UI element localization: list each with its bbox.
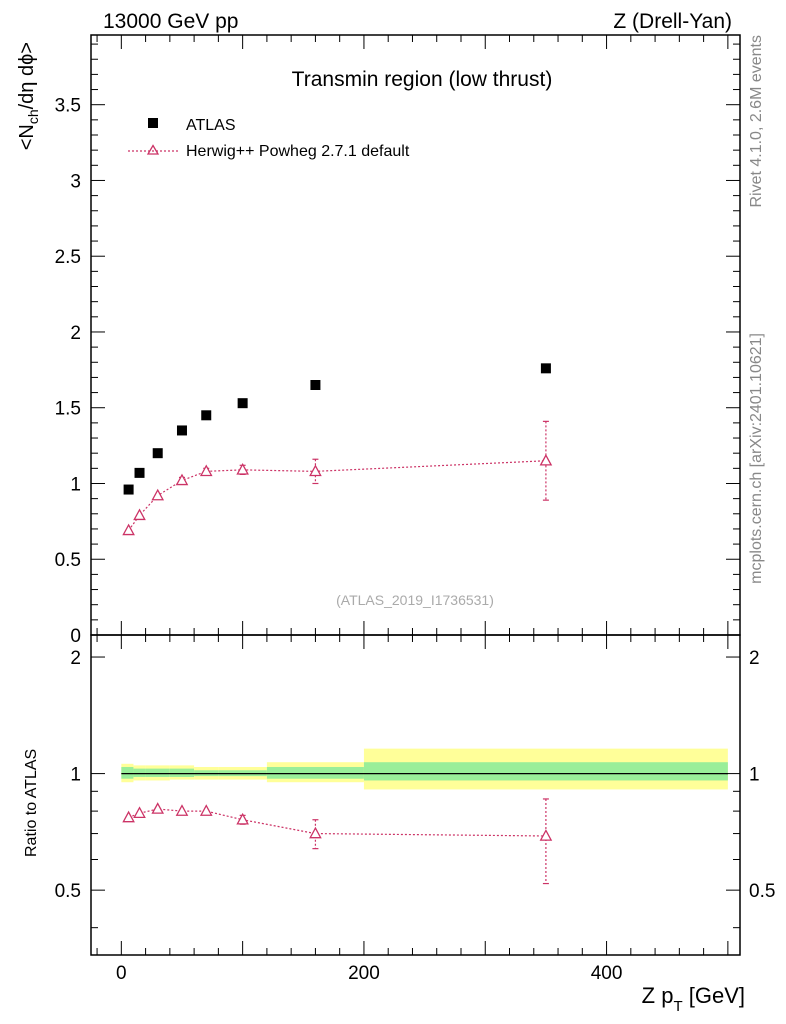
y-tick-label: 3	[70, 171, 81, 192]
herwig-ratio-point	[175, 804, 189, 816]
ratio-plot-frame	[90, 634, 741, 956]
atlas-point	[134, 467, 145, 478]
atlas-point	[540, 363, 551, 374]
y-tick-label: 0.5	[55, 550, 81, 571]
herwig-series-line	[128, 460, 546, 531]
y-tick-label: 3.5	[55, 96, 81, 117]
y-axis-label: <Nch/dη dϕ>	[16, 42, 41, 150]
x-axis-label-sub: T	[673, 998, 682, 1015]
legend-label-herwig: Herwig++ Powheg 2.7.1 default	[186, 143, 410, 160]
y-axis-label-part2: /dη dϕ>	[16, 42, 38, 109]
ratio-axis-ticks: 0 200 400 0.5 0.5 1 1 2 2	[55, 635, 775, 984]
y-tick-label: 2.5	[55, 247, 81, 268]
ratio-tick-label-right: 0.5	[749, 881, 775, 902]
x-axis-label-unit: [GeV]	[683, 983, 745, 1008]
main-axis-ticks: 0 0.5 1 1.5 2 2.5 3 3.5	[55, 35, 740, 647]
y-axis-label-part1: <N	[16, 124, 38, 150]
herwig-point	[175, 473, 189, 486]
herwig-point	[199, 464, 213, 477]
y-axis-label-sub: ch	[25, 109, 41, 124]
herwig-point	[236, 462, 249, 475]
x-tick-label: 400	[591, 963, 623, 984]
y-tick-label: 2	[70, 323, 81, 344]
herwig-ratio-point	[309, 826, 322, 839]
herwig-point	[151, 488, 165, 501]
stat-uncertainty-band	[266, 766, 364, 779]
analysis-id-label: (ATLAS_2019_I1736531)	[336, 592, 494, 608]
atlas-point	[152, 448, 163, 459]
ratio-tick-label-right: 1	[749, 765, 760, 786]
ratio-tick-label-left: 1	[70, 765, 81, 786]
y-tick-label: 1.5	[55, 399, 81, 420]
x-axis-label-main: Z p	[642, 983, 674, 1008]
chart-title: Transmin region (low thrust)	[292, 68, 553, 91]
ratio-tick-label-left: 2	[70, 648, 81, 669]
herwig-ratio-point	[122, 810, 135, 823]
atlas-point	[201, 410, 212, 421]
atlas-point	[123, 484, 134, 495]
atlas-point	[176, 425, 187, 436]
atlas-point	[310, 380, 321, 390]
x-tick-label: 200	[348, 963, 380, 984]
herwig-point	[309, 464, 322, 477]
legend-label-atlas: ATLAS	[186, 117, 236, 134]
y-tick-label: 1	[70, 474, 81, 495]
ratio-plot-area	[122, 798, 553, 885]
herwig-ratio-point	[151, 802, 165, 814]
legend-marker-atlas	[148, 118, 158, 128]
energy-label: 13000 GeV pp	[103, 10, 238, 33]
x-tick-label: 0	[116, 963, 127, 984]
y-tick-label: 0	[70, 626, 81, 647]
herwig-ratio-point	[539, 829, 553, 841]
herwig-point	[122, 523, 135, 536]
stat-uncertainty-band	[145, 768, 170, 777]
ratio-y-axis-label: Ratio to ATLAS	[23, 749, 40, 857]
process-label: Z (Drell-Yan)	[613, 10, 732, 33]
stat-uncertainty-band	[121, 766, 134, 779]
main-plot-area	[122, 363, 553, 536]
stat-uncertainty-band	[363, 762, 728, 781]
herwig-ratio-point	[133, 806, 146, 819]
rivet-version-label: Rivet 4.1.0, 2.6M events	[748, 35, 765, 208]
stat-uncertainty-band	[169, 768, 195, 777]
legend-marker-herwig	[146, 144, 160, 155]
herwig-point	[539, 453, 553, 466]
herwig-ratio-point	[236, 812, 249, 825]
x-axis-label: Z pT [GeV]	[642, 983, 745, 1015]
ratio-tick-label-right: 2	[749, 648, 760, 669]
herwig-ratio-point	[199, 804, 213, 816]
uncertainty-bands	[121, 748, 728, 790]
atlas-point	[237, 398, 248, 409]
stat-uncertainty-band	[133, 768, 146, 777]
herwig-point	[133, 508, 146, 521]
source-label: mcplots.cern.ch [arXiv:2401.10621]	[748, 333, 765, 584]
ratio-tick-label-left: 0.5	[55, 881, 81, 902]
